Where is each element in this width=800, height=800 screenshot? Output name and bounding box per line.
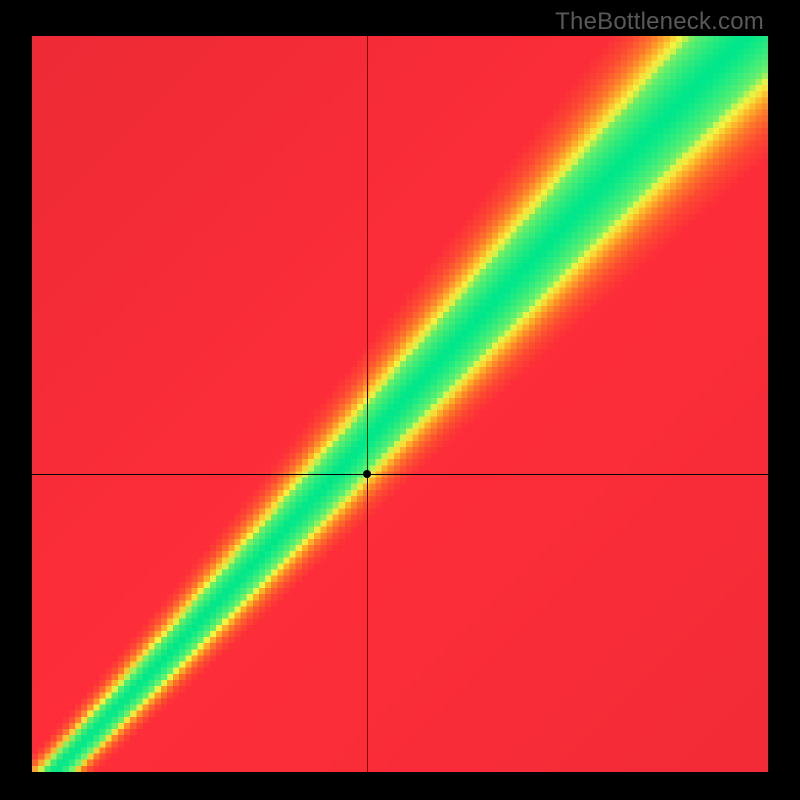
crosshair-marker (363, 470, 371, 478)
heatmap-plot (32, 36, 768, 772)
heatmap-canvas (32, 36, 768, 772)
frame: TheBottleneck.com (0, 0, 800, 800)
watermark-text: TheBottleneck.com (555, 8, 764, 36)
crosshair-horizontal (32, 474, 768, 475)
crosshair-vertical (367, 36, 368, 772)
